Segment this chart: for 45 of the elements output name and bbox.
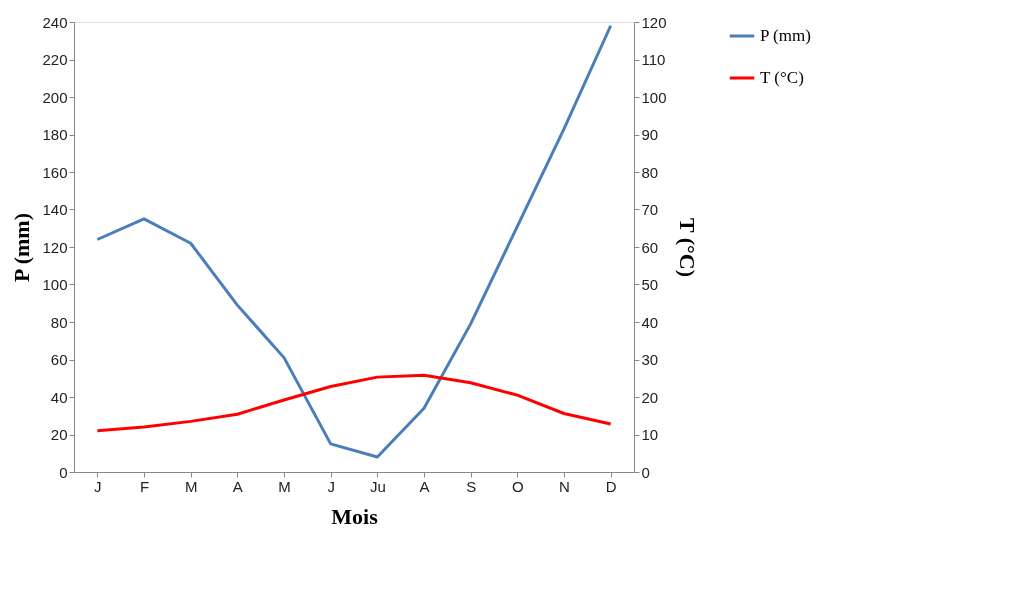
y2-tick-label: 90 bbox=[641, 126, 659, 143]
y-tick-label: 160 bbox=[42, 163, 68, 181]
y-tick-label: 80 bbox=[50, 313, 68, 331]
x-tick-label: S bbox=[466, 477, 477, 495]
y-tick-label: 0 bbox=[59, 463, 68, 481]
x-tick-label: M bbox=[278, 477, 291, 495]
y2-tick-label: 30 bbox=[641, 351, 659, 368]
y-tick-label: 180 bbox=[42, 126, 68, 143]
y-tick-label: 60 bbox=[50, 351, 68, 368]
y-tick-label: 240 bbox=[42, 13, 68, 31]
x-tick-label: D bbox=[605, 477, 617, 495]
x-tick-label: N bbox=[559, 477, 570, 495]
y-tick-label: 40 bbox=[50, 388, 68, 406]
y2-tick-label: 120 bbox=[641, 13, 667, 31]
x-tick-label: O bbox=[512, 477, 524, 495]
line-series bbox=[95, 373, 613, 433]
y2-tick-label: 100 bbox=[641, 88, 667, 106]
y2-tick-label: 110 bbox=[641, 51, 666, 68]
x-tick-label: M bbox=[184, 477, 198, 495]
x-tick-label: F bbox=[139, 477, 150, 495]
y-tick-label: 220 bbox=[42, 51, 68, 68]
y-tick-label: 100 bbox=[42, 276, 68, 293]
y2-tick-label: 10 bbox=[641, 426, 659, 443]
y2-tick-label: 70 bbox=[641, 201, 659, 218]
y2-tick-label: 60 bbox=[641, 238, 659, 256]
legend-label: T (°C) bbox=[760, 68, 804, 87]
y-axis-title: P (mm) bbox=[9, 212, 35, 283]
x-tick-label: A bbox=[419, 477, 430, 495]
x-tick-label: J bbox=[94, 477, 102, 495]
legend-label: P (mm) bbox=[760, 26, 811, 45]
y-tick-label: 140 bbox=[42, 201, 68, 218]
y-tick-label: 200 bbox=[42, 88, 68, 106]
y2-tick-label: 80 bbox=[641, 163, 659, 181]
y-tick-label: 20 bbox=[50, 426, 68, 443]
y2-tick-label: 40 bbox=[641, 313, 659, 331]
x-tick-label: Ju bbox=[369, 477, 386, 495]
y2-tick-label: 20 bbox=[641, 388, 659, 406]
y2-tick-label: 50 bbox=[641, 276, 659, 293]
x-tick-label: J bbox=[327, 477, 335, 495]
x-tick-label: A bbox=[232, 477, 243, 495]
y-tick-label: 120 bbox=[42, 238, 68, 256]
y2-tick-label: 0 bbox=[641, 463, 650, 481]
line-series bbox=[95, 24, 613, 459]
y2-axis-title: T (°C) bbox=[674, 217, 700, 278]
x-axis-title: Mois bbox=[331, 503, 379, 529]
